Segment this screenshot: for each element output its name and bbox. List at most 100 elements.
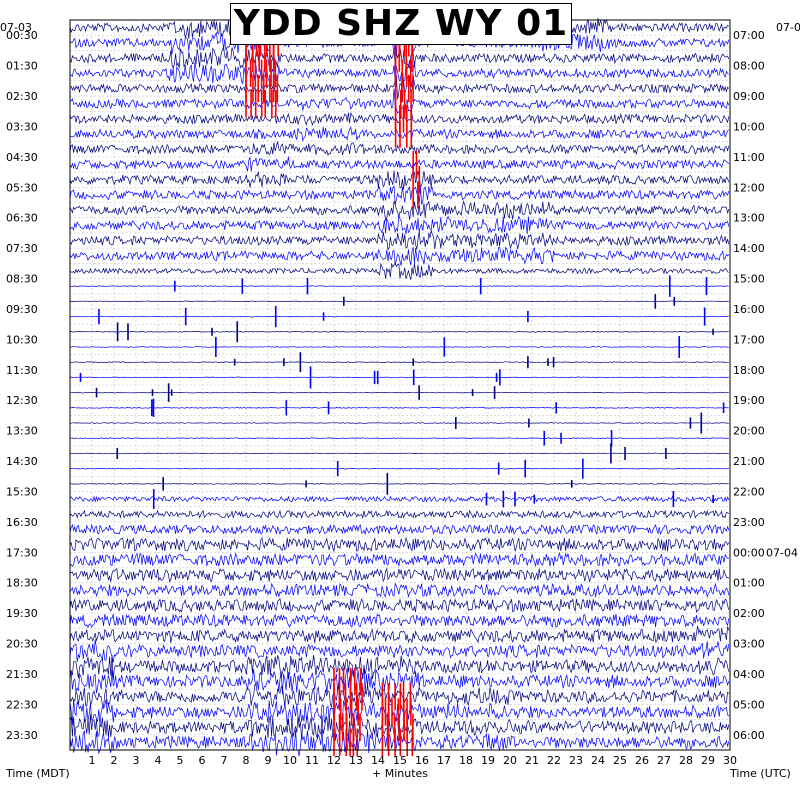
- trace-row: [69, 361, 729, 364]
- right-time-label: 09:00: [733, 90, 765, 103]
- left-date: 07-03: [0, 21, 32, 34]
- left-time-label: 01:30: [6, 60, 38, 73]
- x-tick-label: 16: [415, 754, 429, 767]
- left-time-label: 17:30: [6, 546, 38, 559]
- trace-row: [69, 262, 729, 280]
- right-axis-label: Time (UTC): [730, 767, 791, 780]
- right-time-label: 02:00: [733, 607, 765, 620]
- trace-row: [69, 391, 729, 394]
- x-tick-label: 25: [613, 754, 627, 767]
- trace-row: [69, 170, 730, 190]
- traces: [69, 12, 730, 757]
- trace-row: [69, 654, 730, 681]
- chart-title: YDD SHZ WY 01: [230, 3, 572, 45]
- left-axis-label: Time (MDT): [6, 767, 70, 780]
- right-time-label: 21:00: [733, 455, 765, 468]
- trace-row: [69, 452, 729, 455]
- trace-row: [69, 346, 729, 348]
- grid: [69, 19, 731, 751]
- trace-row: [69, 483, 729, 485]
- x-tick-label: 24: [591, 754, 605, 767]
- left-time-label: 23:30: [6, 729, 38, 742]
- left-time-label: 08:30: [6, 273, 38, 286]
- trace-row: [69, 230, 730, 251]
- right-time-label: 07:00: [733, 29, 765, 42]
- x-tick-label: 4: [155, 754, 162, 767]
- x-tick-label: 10: [283, 754, 297, 767]
- right-time-label: 13:00: [733, 212, 765, 225]
- left-time-label: 00:30: [6, 29, 38, 42]
- left-time-label: 22:30: [6, 698, 38, 711]
- x-tick-label: 29: [701, 754, 715, 767]
- left-time-label: 13:30: [6, 425, 38, 438]
- trace-row: [69, 728, 730, 757]
- x-tick-label: 7: [221, 754, 228, 767]
- trace-row: [69, 74, 730, 103]
- right-time-label: 11:00: [733, 151, 765, 164]
- x-tick-label: 13: [349, 754, 363, 767]
- right-time-label: 08:00: [733, 60, 765, 73]
- right-time-label: 20:00: [733, 425, 765, 438]
- trace-row: [69, 639, 730, 663]
- x-tick-label: 17: [437, 754, 451, 767]
- trace-row: [69, 567, 729, 583]
- x-tick-label: 28: [679, 754, 693, 767]
- left-time-label: 18:30: [6, 577, 38, 590]
- x-tick-label: 21: [525, 754, 539, 767]
- x-tick-label: 15: [393, 754, 407, 767]
- x-tick-label: 11: [305, 754, 319, 767]
- right-time-labels: 07:00 08:00 09:00 10:00 11:00 12:00 13:00 14:00…: [733, 29, 798, 742]
- trace-row: [69, 184, 730, 205]
- trace-row: [69, 523, 730, 536]
- trace-row: [69, 215, 730, 235]
- x-tick-label: 1: [89, 754, 96, 767]
- x-tick-label: 23: [569, 754, 583, 767]
- right-time-label: 06:00: [733, 729, 765, 742]
- x-tick-label: 3: [133, 754, 140, 767]
- left-time-label: 04:30: [6, 151, 38, 164]
- x-tick-label: 27: [657, 754, 671, 767]
- right-time-label: 15:00: [733, 273, 765, 286]
- left-time-label: 02:30: [6, 90, 38, 103]
- right-time-label: 04:00: [733, 668, 765, 681]
- left-time-label: 05:30: [6, 181, 38, 194]
- right-time-label: 19:00: [733, 394, 765, 407]
- x-tick-label: 26: [635, 754, 649, 767]
- trace-row: [69, 422, 729, 424]
- trace-row: [69, 246, 730, 266]
- x-axis-label: + Minutes: [372, 767, 429, 780]
- x-tick-label: 6: [199, 754, 206, 767]
- left-time-label: 11:30: [6, 364, 38, 377]
- right-time-label: 14:00: [733, 242, 765, 255]
- trace-row: [69, 88, 730, 117]
- left-time-label: 03:30: [6, 120, 38, 133]
- left-time-label: 14:30: [6, 455, 38, 468]
- trace-row: [69, 509, 730, 520]
- trace-row: [69, 156, 730, 172]
- x-tick-label: 12: [327, 754, 341, 767]
- x-tick-label: 20: [503, 754, 517, 767]
- right-date: 07-0: [776, 21, 800, 34]
- right-time-label: 05:00: [733, 698, 765, 711]
- trace-row: [69, 141, 730, 156]
- right-date-change-label: 07-04: [766, 546, 798, 559]
- trace-row: [69, 551, 729, 568]
- trace-row: [69, 536, 730, 553]
- x-tick-label: 19: [481, 754, 495, 767]
- left-time-label: 09:30: [6, 303, 38, 316]
- trace-row: [69, 683, 730, 709]
- trace-row: [69, 495, 730, 503]
- x-tick-labels: 1 2 3 4 5 6 7 8 9 10 11 12 13 14 15 16 17 18 19 20 21 22 23 24 2…: [89, 754, 738, 767]
- trace-row: [69, 667, 730, 696]
- x-tick-label: 5: [177, 754, 184, 767]
- trace-row: [69, 331, 729, 333]
- right-time-label: 03:00: [733, 638, 765, 651]
- right-time-label: 22:00: [733, 485, 765, 498]
- right-time-label: 23:00: [733, 516, 765, 529]
- x-tick-label: 18: [459, 754, 473, 767]
- right-time-label: 00:00: [733, 546, 765, 559]
- right-time-label: 18:00: [733, 364, 765, 377]
- trace-row: [69, 285, 729, 287]
- left-time-label: 21:30: [6, 668, 38, 681]
